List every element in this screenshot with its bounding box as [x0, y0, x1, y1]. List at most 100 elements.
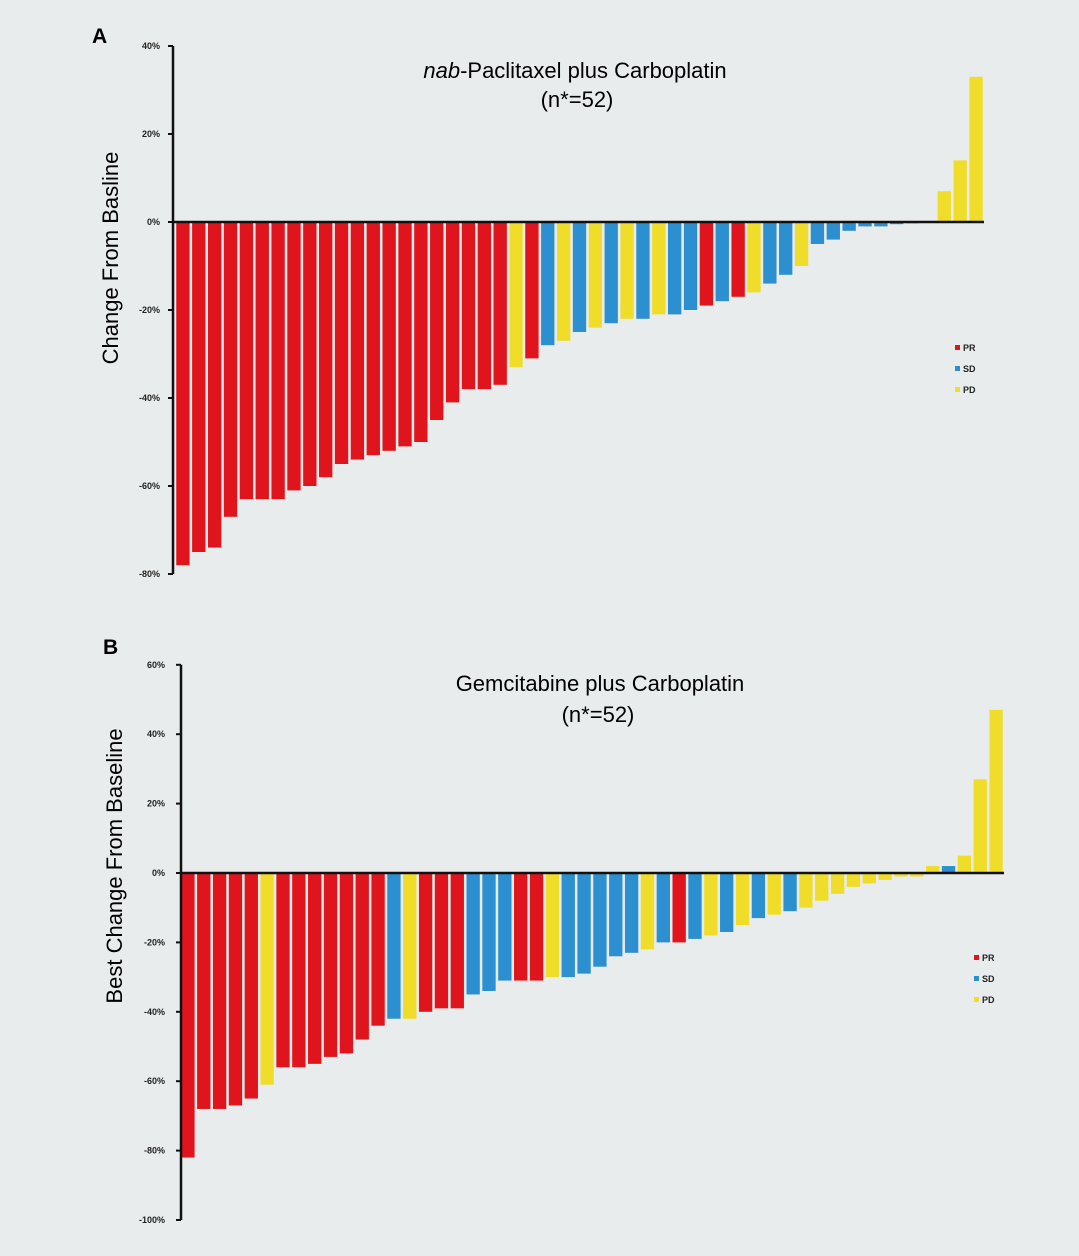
bar-pr: [228, 873, 243, 1106]
bar-pd: [545, 873, 560, 978]
bar-pr: [514, 873, 528, 981]
bar-sd: [763, 222, 777, 284]
bar-pd: [815, 873, 829, 901]
bar-pr: [334, 222, 349, 464]
y-tick-label: 40%: [142, 41, 160, 51]
bar-pr: [525, 222, 539, 359]
bar-pr: [176, 222, 190, 566]
legend-label-sd: SD: [982, 974, 995, 984]
panel-b-letter: B: [103, 636, 118, 659]
bar-sd: [572, 222, 587, 332]
bar-pd: [556, 222, 571, 341]
bar-pd: [953, 160, 967, 222]
bar-pd: [846, 873, 861, 887]
bar-sd: [387, 873, 401, 1019]
bar-pd: [704, 873, 718, 936]
legend-label-pr: PR: [963, 343, 976, 353]
y-tick-label: 20%: [142, 129, 160, 139]
bar-pr: [339, 873, 354, 1054]
bar-sd: [609, 873, 623, 957]
bar-pr: [255, 222, 269, 500]
bar-pr: [731, 222, 745, 297]
bar-pd: [735, 873, 750, 926]
bar-pr: [212, 873, 227, 1109]
bar-pr: [430, 222, 444, 420]
bar-pr: [276, 873, 290, 1068]
bar-pd: [973, 779, 987, 873]
bar-sd: [624, 873, 639, 953]
bar-pd: [799, 873, 813, 908]
legend-swatch-sd: [955, 366, 960, 371]
bar-pr: [207, 222, 222, 548]
bar-pr: [308, 873, 322, 1064]
bar-pd: [794, 222, 809, 266]
bar-pr: [493, 222, 507, 385]
panel-a-letter: A: [92, 25, 107, 48]
panel-b-ylabel: Best Change From Baseline: [102, 728, 127, 1003]
bar-sd: [636, 222, 650, 319]
y-tick-label: 20%: [147, 799, 165, 809]
legend-swatch-sd: [974, 976, 979, 981]
bar-pr: [323, 873, 338, 1057]
bar-pd: [878, 873, 892, 880]
bar-pd: [830, 873, 845, 894]
bar-pr: [181, 873, 195, 1158]
bar-sd: [941, 866, 956, 873]
bar-sd: [751, 873, 766, 919]
bar-pd: [640, 873, 655, 950]
panel-a-y-ticks: 40% 20% 0% -20% -40% -60% -80%: [139, 41, 173, 579]
bar-sd: [783, 873, 797, 912]
bar-pr: [445, 222, 460, 403]
bar-sd: [498, 873, 512, 981]
bar-pr: [418, 873, 433, 1012]
bar-pr: [350, 222, 365, 460]
y-tick-label: 60%: [147, 660, 165, 670]
y-tick-label: -100%: [139, 1215, 165, 1225]
bar-pr: [303, 222, 317, 486]
bar-sd: [604, 222, 618, 324]
bar-pd: [989, 709, 1003, 873]
bar-pr: [477, 222, 491, 390]
y-tick-label: 0%: [147, 217, 160, 227]
bar-pr: [398, 222, 412, 447]
bar-pd: [652, 222, 666, 315]
bar-pr: [672, 873, 686, 943]
y-tick-label: -60%: [144, 1076, 165, 1086]
y-tick-label: -80%: [139, 569, 160, 579]
legend-swatch-pr: [955, 345, 960, 350]
y-tick-label: -60%: [139, 481, 160, 491]
legend-swatch-pd: [974, 997, 979, 1002]
bar-sd: [668, 222, 682, 315]
bar-pr: [197, 873, 211, 1109]
bar-pd: [862, 873, 876, 884]
panel-a: A nab-Paclitaxel plus Carboplatin (n*=52…: [92, 25, 984, 579]
bar-sd: [683, 222, 698, 310]
bar-sd: [715, 222, 729, 302]
bar-sd: [688, 873, 702, 939]
bar-pd: [910, 873, 924, 877]
legend-swatch-pd: [955, 387, 960, 392]
bar-sd: [720, 873, 734, 932]
panel-b-y-ticks: 60% 40% 20% 0% -20% -40% -60% -80% -100%: [139, 660, 181, 1225]
bar-pr: [414, 222, 428, 442]
bar-pr: [192, 222, 206, 552]
panel-a-legend: PR SD PD: [955, 343, 976, 395]
bar-pd: [509, 222, 523, 368]
bar-pd: [403, 873, 417, 1019]
bar-sd: [561, 873, 575, 978]
bar-pd: [926, 866, 940, 873]
bar-pr: [287, 222, 301, 491]
bar-pr: [434, 873, 449, 1009]
bar-sd: [656, 873, 670, 943]
bar-pr: [699, 222, 714, 306]
panel-a-subtitle: (n*=52): [541, 87, 614, 112]
panel-b-bars: [181, 709, 1003, 1158]
bar-pd: [620, 222, 634, 319]
bar-pr: [271, 222, 285, 500]
y-tick-label: -40%: [144, 1007, 165, 1017]
bar-pd: [588, 222, 603, 328]
bar-pr: [461, 222, 476, 390]
bar-pd: [969, 76, 983, 222]
bar-sd: [858, 222, 872, 227]
